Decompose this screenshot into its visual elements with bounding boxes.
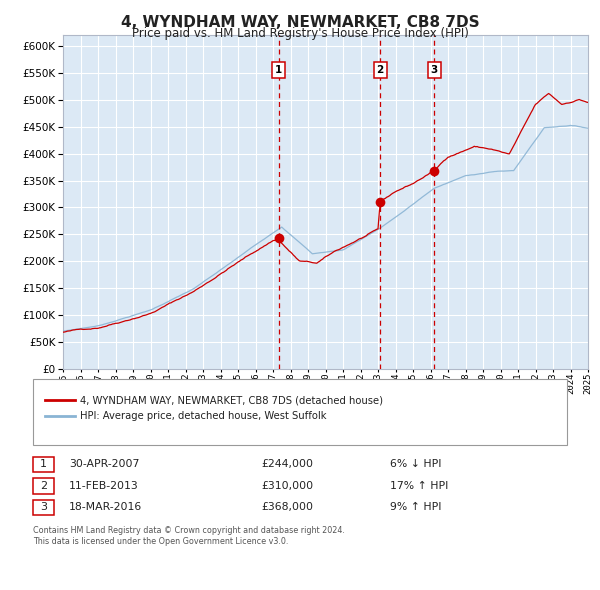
Text: 2: 2 — [40, 481, 47, 491]
Text: 18-MAR-2016: 18-MAR-2016 — [69, 503, 142, 512]
Text: 17% ↑ HPI: 17% ↑ HPI — [390, 481, 448, 491]
Text: 11-FEB-2013: 11-FEB-2013 — [69, 481, 139, 491]
Text: 1: 1 — [40, 460, 47, 469]
Text: 2: 2 — [376, 65, 384, 76]
Text: Contains HM Land Registry data © Crown copyright and database right 2024.: Contains HM Land Registry data © Crown c… — [33, 526, 345, 535]
Text: Price paid vs. HM Land Registry's House Price Index (HPI): Price paid vs. HM Land Registry's House … — [131, 27, 469, 40]
Text: This data is licensed under the Open Government Licence v3.0.: This data is licensed under the Open Gov… — [33, 537, 289, 546]
Text: 3: 3 — [40, 503, 47, 512]
Text: £310,000: £310,000 — [261, 481, 313, 491]
Text: 4, WYNDHAM WAY, NEWMARKET, CB8 7DS (detached house): 4, WYNDHAM WAY, NEWMARKET, CB8 7DS (deta… — [80, 395, 383, 405]
Text: 4, WYNDHAM WAY, NEWMARKET, CB8 7DS: 4, WYNDHAM WAY, NEWMARKET, CB8 7DS — [121, 15, 479, 30]
Text: 9% ↑ HPI: 9% ↑ HPI — [390, 503, 442, 512]
Text: 3: 3 — [431, 65, 438, 76]
Text: 30-APR-2007: 30-APR-2007 — [69, 460, 139, 469]
Text: £368,000: £368,000 — [261, 503, 313, 512]
Text: 6% ↓ HPI: 6% ↓ HPI — [390, 460, 442, 469]
Text: 1: 1 — [275, 65, 283, 76]
Text: £244,000: £244,000 — [261, 460, 313, 469]
Text: HPI: Average price, detached house, West Suffolk: HPI: Average price, detached house, West… — [80, 411, 326, 421]
